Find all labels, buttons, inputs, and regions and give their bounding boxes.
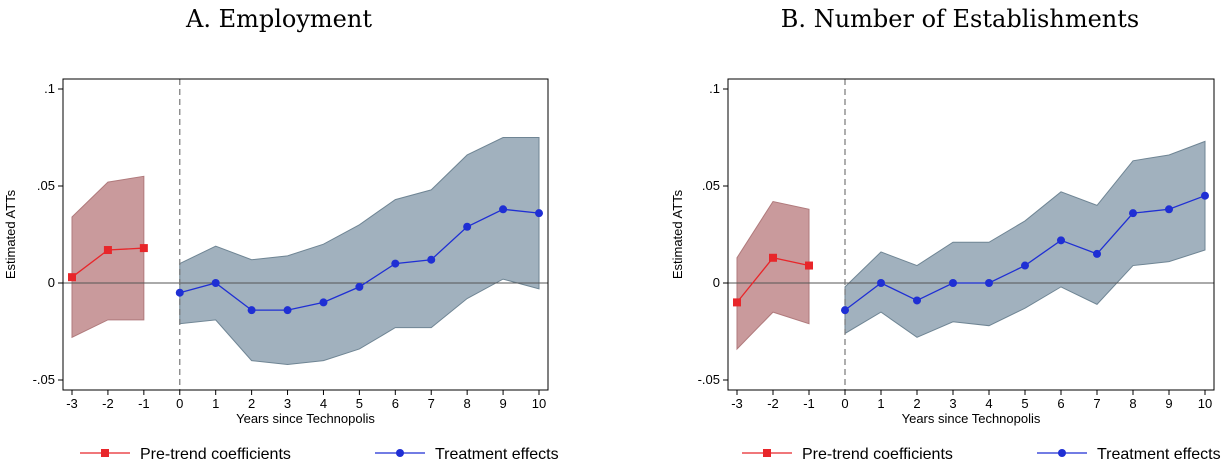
treatment-marker: [913, 296, 921, 305]
x-tick-label: 7: [428, 396, 435, 411]
legend-label: Pre-trend coefficients: [802, 446, 953, 463]
treatment-marker: [211, 279, 220, 287]
treatment-marker: [391, 259, 400, 268]
x-tick-label: -2: [102, 396, 114, 411]
x-tick-label: 0: [176, 396, 183, 411]
x-tick-label: 2: [248, 396, 255, 411]
x-tick-label: 9: [1165, 396, 1172, 411]
x-tick-label: -2: [767, 396, 779, 411]
x-axis-label: Years since Technopolis: [236, 411, 375, 426]
y-tick-label: .1: [709, 81, 720, 96]
y-tick-label: 0: [713, 275, 720, 290]
x-tick-label: 6: [1057, 396, 1064, 411]
chart-title: A. Employment: [185, 5, 372, 33]
legend: Pre-trend coefficients Treatment effects: [742, 446, 1221, 463]
x-tick-label: 8: [464, 396, 471, 411]
treatment-marker: [175, 288, 184, 297]
legend-square-marker: [101, 449, 109, 457]
treatment-marker: [1057, 236, 1065, 245]
pre-trend-marker: [733, 298, 741, 307]
x-tick-label: -3: [731, 396, 743, 411]
chart-panel-a: A. Employment -3 -2 -1 0 1 2 3 4 5 6 7 8 9 10 -.05 0 .05.…: [3, 5, 559, 463]
pre-trend-marker: [68, 273, 76, 282]
x-tick-label: 3: [284, 396, 291, 411]
x-tick-label: 10: [1198, 396, 1212, 411]
legend-square-marker: [763, 449, 771, 457]
x-tick-label: 10: [532, 396, 546, 411]
x-tick-label: 7: [1093, 396, 1100, 411]
confidence-band-treatment: [844, 140, 1206, 338]
y-tick-label: .05: [37, 178, 55, 193]
x-tick-label: 5: [356, 396, 363, 411]
y-axis-label: Estimated ATTs: [3, 189, 18, 279]
chart-panel-b: B. Number of Establishments -3 -2 -1 0 1 2 3 4 5 6…: [670, 5, 1221, 463]
x-tick-label: 3: [949, 396, 956, 411]
treatment-marker: [427, 255, 436, 264]
treatment-marker: [1021, 261, 1029, 270]
x-tick-label: 5: [1021, 396, 1028, 411]
plot-frame: [727, 78, 1215, 391]
confidence-band-pre-trend: [71, 175, 145, 339]
x-tick-label: 2: [913, 396, 920, 411]
treatment-marker: [949, 279, 957, 287]
y-tick-label: 0: [48, 275, 55, 290]
treatment-marker: [1201, 191, 1209, 200]
legend-label: Pre-trend coefficients: [140, 446, 291, 463]
treatment-marker: [985, 279, 993, 287]
legend: Pre-trend coefficients Treatment effects: [80, 446, 559, 463]
x-tick-label: 0: [841, 396, 848, 411]
x-tick-label: -1: [138, 396, 150, 411]
treatment-marker: [1165, 205, 1173, 214]
treatment-marker: [463, 222, 472, 231]
treatment-marker: [319, 298, 328, 307]
x-tick-label: 8: [1129, 396, 1136, 411]
y-tick-label: .1: [44, 81, 55, 96]
treatment-marker: [877, 279, 885, 287]
treatment-marker: [355, 282, 364, 291]
legend-label: Treatment effects: [1097, 446, 1221, 463]
chart-title: B. Number of Establishments: [781, 5, 1139, 33]
confidence-band-treatment: [179, 137, 540, 365]
treatment-marker: [283, 306, 292, 315]
treatment-marker: [535, 209, 543, 218]
treatment-marker: [1093, 249, 1101, 258]
y-axis-label: Estimated ATTs: [670, 189, 685, 279]
x-tick-label: -1: [803, 396, 815, 411]
pre-trend-marker: [805, 261, 813, 270]
x-tick-label: 6: [392, 396, 399, 411]
legend-circle-marker: [396, 449, 404, 457]
treatment-marker: [841, 306, 849, 315]
legend-label: Treatment effects: [435, 446, 559, 463]
y-tick-label: .05: [702, 178, 720, 193]
pre-trend-marker: [139, 244, 148, 253]
pre-trend-marker: [103, 246, 112, 255]
treatment-marker: [247, 306, 256, 315]
treatment-marker: [499, 205, 508, 214]
x-tick-label: 4: [320, 396, 327, 411]
legend-circle-marker: [1058, 449, 1066, 457]
x-tick-label: 4: [985, 396, 992, 411]
treatment-marker: [1129, 209, 1137, 218]
x-tick-label: 1: [877, 396, 884, 411]
x-tick-label: 9: [499, 396, 506, 411]
x-tick-label: -3: [66, 396, 78, 411]
pre-trend-marker: [769, 253, 777, 262]
x-axis-label: Years since Technopolis: [902, 411, 1041, 426]
y-tick-label: -.05: [698, 372, 720, 387]
confidence-band-pre-trend: [736, 200, 810, 351]
x-tick-label: 1: [212, 396, 219, 411]
plot-frame: [62, 78, 549, 391]
y-tick-label: -.05: [33, 372, 55, 387]
